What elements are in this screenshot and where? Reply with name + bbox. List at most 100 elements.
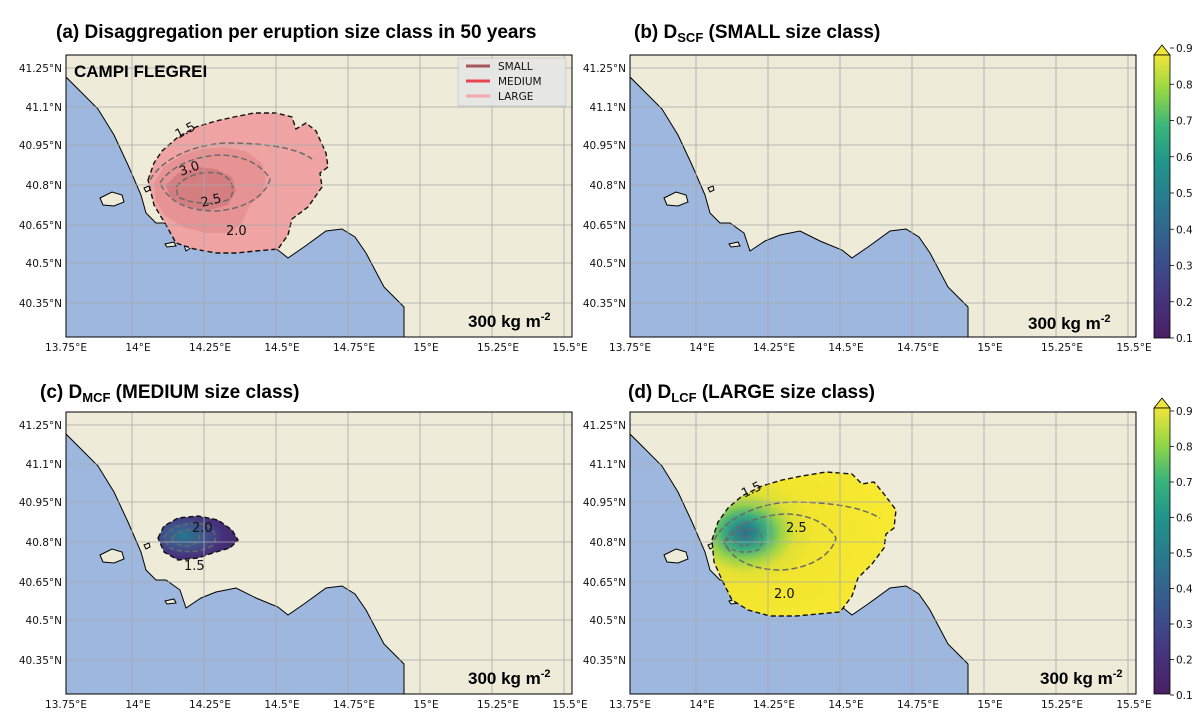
colorbar-tick-label: 0.6 — [1176, 152, 1193, 164]
load-label: 300 kg m-2 — [1040, 668, 1123, 688]
axis-ticks: 13.75°E 14°E 14.25°E 14.5°E 14.75°E 15°E 15.25… — [19, 63, 1152, 711]
legend-label: LARGE — [498, 91, 533, 103]
colorbar-ticks: 0.9 0.8 0.7 0.6 0.5 0.4 0.3 0.2 0.1 — [1170, 406, 1193, 702]
y-tick-label: 40.65°N — [19, 220, 62, 232]
x-tick-label: 13.75°E — [609, 342, 651, 354]
panel-title: (d) DLCF (LARGE size class) — [628, 382, 875, 405]
x-tick-label: 14.5°E — [828, 699, 863, 711]
x-tick-label: 14°E — [689, 342, 714, 354]
colorbar-tick-label: 0.6 — [1176, 513, 1193, 525]
colorbar-tick-label: 0.5 — [1176, 188, 1193, 200]
hazard-footprint-medium — [157, 515, 239, 561]
load-label: 300 kg m-2 — [468, 668, 551, 688]
x-tick-label: 15.5°E — [552, 342, 587, 354]
colorbar-top: 0.9 0.8 0.7 0.6 0.5 0.4 0.3 0.2 0.1 — [1153, 43, 1193, 345]
x-tick-label: 14°E — [689, 699, 714, 711]
x-tick-label: 15.5°E — [1116, 699, 1151, 711]
colorbar-tick-label: 0.7 — [1176, 116, 1193, 128]
hazard-footprint-large — [147, 112, 329, 254]
y-tick-label: 41.25°N — [19, 63, 62, 75]
load-label: 300 kg m-2 — [468, 311, 551, 331]
contour-label: 1.5 — [184, 559, 205, 574]
x-tick-label: 15°E — [413, 342, 438, 354]
x-tick-label: 14.25°E — [189, 342, 231, 354]
load-label: 300 kg m-2 — [1028, 313, 1111, 333]
colorbar-tick-label: 0.4 — [1176, 224, 1193, 236]
colorbar-tick-label: 0.8 — [1176, 442, 1193, 454]
colorbar-tick-label: 0.1 — [1176, 690, 1193, 702]
x-tick-label: 13.75°E — [45, 342, 87, 354]
colorbar-bottom: 0.9 0.8 0.7 0.6 0.5 0.4 0.3 0.2 0.1 — [1153, 397, 1193, 702]
colorbar-ticks: 0.9 0.8 0.7 0.6 0.5 0.4 0.3 0.2 0.1 — [1170, 43, 1193, 345]
y-tick-label: 40.65°N — [583, 577, 626, 589]
hazard-footprint-large — [711, 471, 897, 617]
y-tick-label: 40.35°N — [19, 655, 62, 667]
map-frame — [65, 54, 573, 338]
x-tick-label: 14.75°E — [333, 342, 375, 354]
x-tick-label: 15°E — [413, 699, 438, 711]
y-tick-label: 40.65°N — [583, 220, 626, 232]
x-tick-label: 15.5°E — [1116, 342, 1151, 354]
contour-label: 2.0 — [192, 521, 213, 536]
y-tick-label: 40.95°N — [583, 140, 626, 152]
y-tick-label: 40.5°N — [26, 258, 62, 270]
contour-label: 2.0 — [226, 224, 247, 239]
y-tick-label: 40.8°N — [26, 180, 62, 192]
region-label: CAMPI FLEGREI — [74, 62, 207, 81]
colorbar-tick-label: 0.2 — [1176, 655, 1193, 667]
y-tick-label: 40.35°N — [583, 655, 626, 667]
panel-title: (c) DMCF (MEDIUM size class) — [40, 382, 299, 405]
y-tick-label: 40.5°N — [590, 258, 626, 270]
panel-title: (b) DSCF (SMALL size class) — [634, 22, 880, 45]
y-tick-label: 41.1°N — [26, 459, 62, 471]
y-tick-label: 40.95°N — [19, 140, 62, 152]
x-tick-label: 13.75°E — [45, 699, 87, 711]
x-tick-label: 14.75°E — [897, 699, 939, 711]
x-tick-label: 14.5°E — [264, 342, 299, 354]
y-tick-label: 41.25°N — [583, 420, 626, 432]
y-tick-label: 40.5°N — [590, 615, 626, 627]
legend-label: SMALL — [498, 61, 533, 73]
x-tick-label: 15.25°E — [1041, 699, 1083, 711]
y-tick-label: 40.35°N — [19, 298, 62, 310]
colorbar-tick-label: 0.9 — [1176, 43, 1193, 55]
panel-c: 2.0 1.5 300 kg m-2 — [65, 411, 573, 695]
colorbar-tick-label: 0.7 — [1176, 477, 1193, 489]
y-tick-label: 41.1°N — [590, 459, 626, 471]
colorbar-tick-label: 0.4 — [1176, 584, 1193, 596]
x-tick-label: 14.25°E — [189, 699, 231, 711]
x-tick-label: 14.25°E — [753, 342, 795, 354]
colorbar-tick-label: 0.3 — [1176, 619, 1193, 631]
x-tick-label: 13.75°E — [609, 699, 651, 711]
y-tick-label: 40.5°N — [26, 615, 62, 627]
contour-label: 2.5 — [786, 521, 807, 536]
map-frame — [65, 411, 573, 695]
panel-a: 1.5 3.0 2.5 2.0 CAMPI FLEGREI SMALL MEDI… — [65, 54, 573, 338]
y-tick-label: 40.8°N — [590, 537, 626, 549]
x-tick-label: 15.25°E — [477, 699, 519, 711]
colorbar-tick-label: 0.9 — [1176, 406, 1193, 418]
contour-label: 2.5 — [199, 191, 223, 211]
x-tick-label: 14.25°E — [753, 699, 795, 711]
contour-label: 2.0 — [774, 587, 795, 602]
y-tick-label: 40.65°N — [19, 577, 62, 589]
map-frame — [629, 411, 1137, 695]
y-tick-label: 40.95°N — [19, 497, 62, 509]
y-tick-label: 40.95°N — [583, 497, 626, 509]
colorbar-tick-label: 0.5 — [1176, 548, 1193, 560]
colorbar-tick-label: 0.2 — [1176, 297, 1193, 309]
colorbar-tick-label: 0.1 — [1176, 333, 1193, 345]
x-tick-label: 14.75°E — [897, 342, 939, 354]
x-tick-label: 15.5°E — [552, 699, 587, 711]
panel-b: 300 kg m-2 — [629, 54, 1137, 338]
x-tick-label: 14.5°E — [264, 699, 299, 711]
y-tick-label: 40.8°N — [26, 537, 62, 549]
x-tick-label: 15.25°E — [1041, 342, 1083, 354]
map-frame — [629, 54, 1137, 338]
y-tick-label: 41.1°N — [26, 102, 62, 114]
x-tick-label: 15.25°E — [477, 342, 519, 354]
x-tick-label: 15°E — [977, 699, 1002, 711]
colorbar-tick-label: 0.3 — [1176, 261, 1193, 273]
y-tick-label: 40.8°N — [590, 180, 626, 192]
panel-d: 1.5 2.5 2.0 300 kg m-2 — [629, 411, 1137, 695]
